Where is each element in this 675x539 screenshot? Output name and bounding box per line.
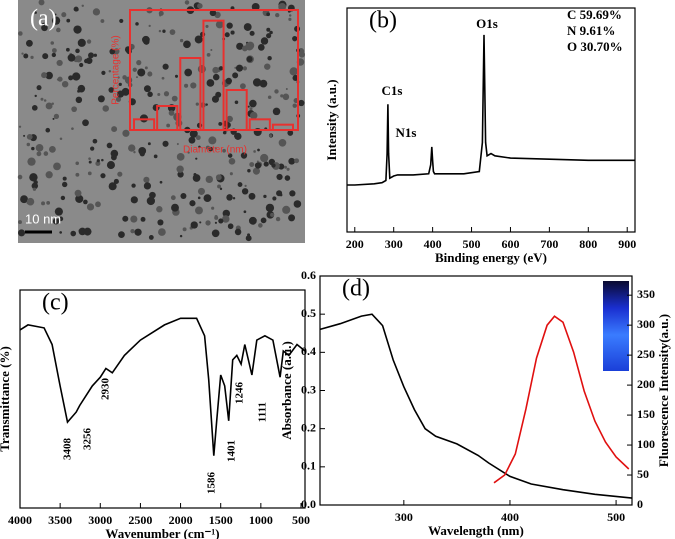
- x-tick-label: 500: [607, 510, 625, 524]
- x-tick-label: 700: [540, 237, 558, 251]
- x-tick-label: 400: [424, 237, 442, 251]
- annotation: 1586: [206, 472, 218, 495]
- y2-tick-label: 250: [637, 347, 655, 361]
- y2-tick-label: 200: [637, 377, 655, 391]
- panel-label: (d): [342, 276, 370, 302]
- y-tick-label: 0.1: [301, 459, 316, 473]
- y2-tick-label: 0: [637, 497, 643, 511]
- tem-image: [18, 0, 305, 243]
- bar: [271, 123, 295, 131]
- y-axis-label: Absorbance (a.u.): [279, 341, 294, 440]
- y-tick-label: 0.5: [301, 306, 316, 320]
- y2-axis-label: Fluorescence Intensity(a.u.): [656, 314, 671, 467]
- y2-tick-label: 350: [637, 287, 655, 301]
- y2-tick-label: 100: [637, 437, 655, 451]
- plot-frame: [319, 275, 633, 506]
- panel-label: (b): [369, 8, 397, 34]
- x-tick-label: 2500: [128, 513, 152, 527]
- bar: [225, 89, 248, 131]
- x-tick-label: 900: [618, 237, 636, 251]
- annotation: N 9.61%: [567, 23, 615, 38]
- x-tick-label: 3500: [48, 513, 72, 527]
- annotation: O 30.70%: [567, 39, 623, 54]
- annotation: 3408: [62, 438, 74, 461]
- x-axis-label: Wavelength (nm): [428, 523, 524, 538]
- y-axis-label: Intensity (a.u.): [324, 79, 339, 160]
- series-line: [19, 317, 306, 456]
- annotation: C1s: [382, 83, 403, 98]
- annotation: C 59.69%: [567, 7, 622, 22]
- inset-y-label: Percentage (%): [111, 35, 122, 104]
- plot-frame: [346, 7, 636, 233]
- y-tick-label: 0.6: [301, 268, 316, 282]
- x-tick-label: 400: [501, 510, 519, 524]
- series-line: [493, 315, 630, 484]
- annotation: N1s: [396, 125, 417, 140]
- x-tick-label: 500: [292, 513, 310, 527]
- series-line: [347, 34, 635, 186]
- x-tick-label: 3000: [88, 513, 112, 527]
- x-tick-label: 2000: [169, 513, 193, 527]
- panel-label: (c): [42, 290, 69, 316]
- annotation: 1246: [234, 382, 246, 405]
- x-tick-label: 1500: [209, 513, 233, 527]
- annotation: O1s: [476, 16, 498, 31]
- x-axis-label: Binding energy (eV): [435, 250, 547, 265]
- annotation: 1401: [226, 440, 238, 462]
- panel-label: (a): [30, 6, 57, 32]
- y2-tick-label: 50: [637, 467, 649, 481]
- x-tick-label: 4000: [8, 513, 32, 527]
- x-axis-label: Wavenumber (cm⁻¹): [105, 526, 219, 539]
- tem-particles: [17, 0, 305, 242]
- series-line: [319, 313, 633, 499]
- bar: [156, 105, 179, 131]
- x-tick-label: 300: [395, 510, 413, 524]
- plot-frame: [19, 289, 306, 509]
- inset-x-label: Diameter (nm): [183, 145, 247, 156]
- y-tick-label: 0.2: [301, 420, 316, 434]
- x-tick-label: 1000: [249, 513, 273, 527]
- x-tick-label: 800: [579, 237, 597, 251]
- x-tick-label: 500: [463, 237, 481, 251]
- vial-photo: [603, 281, 629, 371]
- y-tick-label: 0.0: [301, 497, 316, 511]
- annotation: 3256: [82, 428, 94, 451]
- x-tick-label: 300: [385, 237, 403, 251]
- bar: [202, 19, 225, 132]
- bar: [133, 118, 156, 132]
- y-tick-label: 0.4: [301, 344, 316, 358]
- y2-tick-label: 150: [637, 407, 655, 421]
- annotation: 1111: [257, 402, 269, 422]
- x-tick-label: 200: [346, 237, 364, 251]
- bar: [248, 118, 271, 132]
- y-tick-label: 0.3: [301, 382, 316, 396]
- x-tick-label: 600: [501, 237, 519, 251]
- y-axis-label: Transmittance (%): [0, 346, 12, 452]
- annotation: 2930: [100, 378, 112, 401]
- y2-tick-label: 300: [637, 317, 655, 331]
- scale-bar-label: 10 nm: [25, 211, 61, 226]
- bar: [179, 57, 202, 131]
